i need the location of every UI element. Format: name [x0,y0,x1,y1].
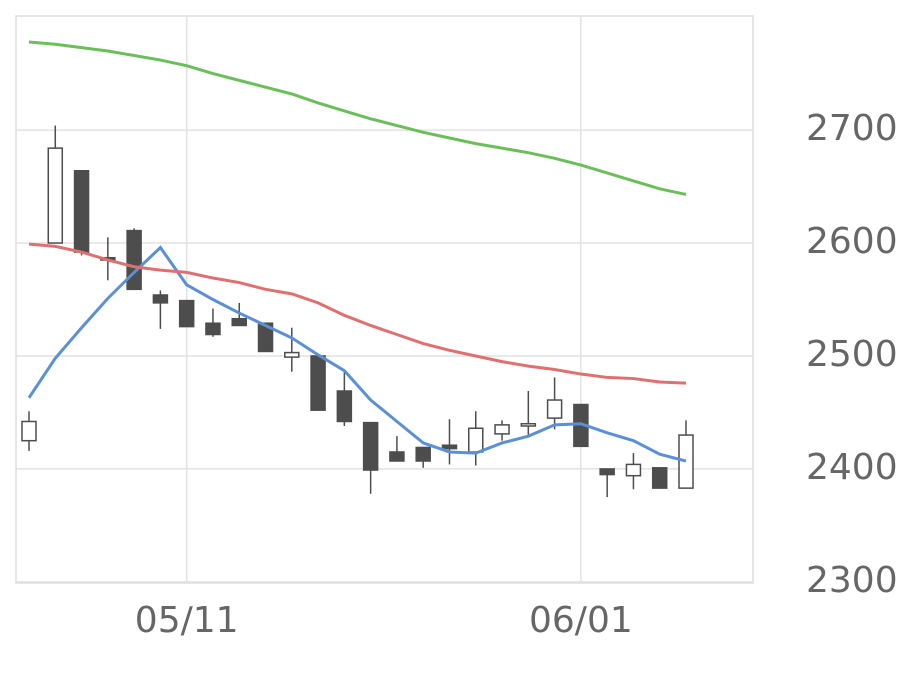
candle-body [152,294,169,304]
candle-body [205,322,221,336]
plot-frame [15,15,754,584]
candle-body [625,463,642,477]
x-tick-label: 05/11 [135,600,239,641]
candle-body [47,147,64,244]
y-tick-label: 2700 [806,108,898,149]
candle-body [336,390,353,423]
candle-body [546,399,563,419]
candle-body [441,444,458,450]
candle-body [73,169,90,253]
moving-average-line [28,40,687,196]
y-tick-label: 2300 [806,560,898,601]
candle-body [284,351,300,358]
candle-body [257,322,274,353]
candle-body [494,424,510,435]
candle-body [231,317,247,327]
candle-body [362,421,379,471]
y-tick-label: 2400 [806,447,898,488]
candle-body [310,355,326,411]
candle-body [599,468,615,476]
candle-body [389,451,405,462]
candle-body [651,467,668,489]
x-tick-label: 06/01 [529,600,633,641]
candle-body [468,427,484,453]
candle-body [520,422,537,427]
candle-body [178,299,195,328]
candle-body [21,420,37,442]
candle-body [415,446,431,462]
candle-body [678,434,694,489]
y-tick-label: 2600 [806,221,898,262]
candle-body [126,229,142,291]
y-tick-label: 2500 [806,334,898,375]
moving-average-line [28,242,687,385]
